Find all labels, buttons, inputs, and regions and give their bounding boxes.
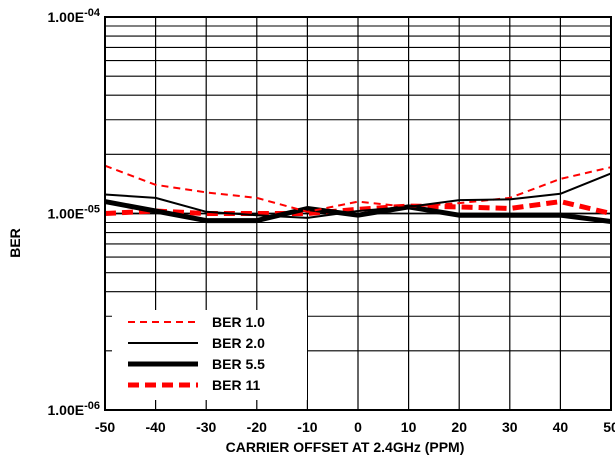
series-line-ber-5-5 <box>104 199 612 224</box>
y-tick-label: 1.00E-05 <box>48 204 101 222</box>
x-tick-label: 30 <box>502 419 518 435</box>
y-tick-label: 1.00E-06 <box>48 400 101 418</box>
legend: BER 1.0 BER 2.0 BER 5.5 BER 11 <box>112 310 307 400</box>
x-tick-label: 20 <box>451 419 467 435</box>
x-tick-label: -40 <box>145 419 165 435</box>
legend-label-ber-1-0: BER 1.0 <box>212 314 265 330</box>
y-axis-label: BER <box>7 228 23 258</box>
legend-box <box>112 310 307 400</box>
x-tick-labels: -50 -40 -30 -20 -10 0 10 20 30 40 50 <box>95 419 615 435</box>
x-tick-label: -10 <box>297 419 317 435</box>
series-line-ber-2-0 <box>104 172 612 219</box>
legend-label-ber-5-5: BER 5.5 <box>212 356 265 372</box>
x-tick-label: -50 <box>95 419 115 435</box>
plot-frame <box>104 16 612 411</box>
y-tick-label: 1.00E-04 <box>48 7 101 25</box>
x-tick-label: 40 <box>553 419 569 435</box>
x-tick-label: 0 <box>354 419 362 435</box>
legend-label-ber-11: BER 11 <box>212 377 260 393</box>
x-tick-label: -20 <box>247 419 267 435</box>
series-layer <box>104 164 612 224</box>
x-tick-label: 10 <box>401 419 417 435</box>
x-tick-label: 50 <box>603 419 615 435</box>
x-tick-label: -30 <box>196 419 216 435</box>
x-axis-label: CARRIER OFFSET AT 2.4GHz (PPM) <box>226 439 465 455</box>
series-line-ber-1-0 <box>104 164 612 213</box>
y-tick-labels: 1.00E-04 1.00E-05 1.00E-06 <box>48 7 101 418</box>
legend-label-ber-2-0: BER 2.0 <box>212 335 265 351</box>
